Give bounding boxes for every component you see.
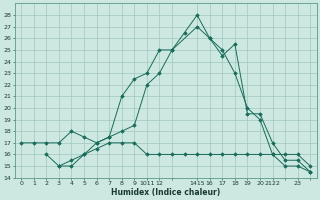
X-axis label: Humidex (Indice chaleur): Humidex (Indice chaleur): [111, 188, 220, 197]
